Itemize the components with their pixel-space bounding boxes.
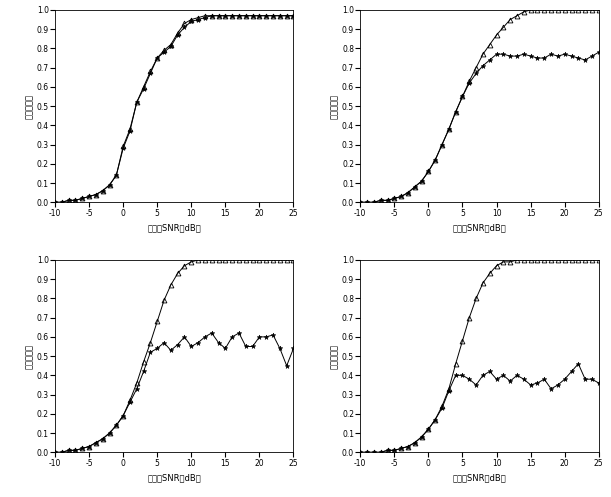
Y-axis label: 恢复成功率: 恢复成功率	[330, 343, 339, 369]
X-axis label: 信噪比SNR（dB）: 信噪比SNR（dB）	[453, 473, 507, 482]
Y-axis label: 恢复成功率: 恢复成功率	[25, 343, 34, 369]
X-axis label: 信噪比SNR（dB）: 信噪比SNR（dB）	[147, 473, 201, 482]
Y-axis label: 恢复成功率: 恢复成功率	[25, 93, 34, 119]
X-axis label: 信噪比SNR（dB）: 信噪比SNR（dB）	[147, 223, 201, 232]
Y-axis label: 恢复成功率: 恢复成功率	[330, 93, 339, 119]
X-axis label: 信噪比SNR（dB）: 信噪比SNR（dB）	[453, 223, 507, 232]
